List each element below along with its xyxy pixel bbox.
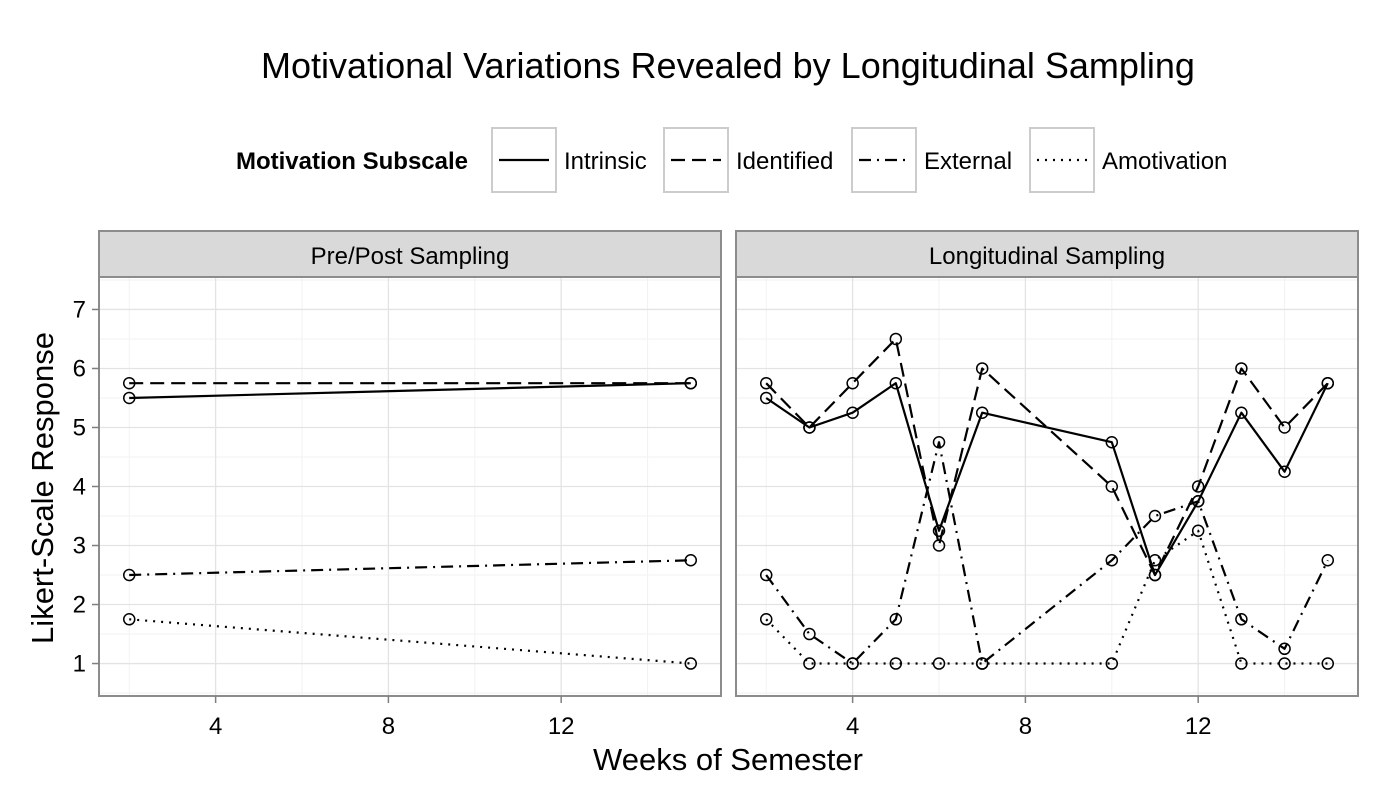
- point-amotivation: [1191, 524, 1205, 538]
- series-line-amotivation: [129, 618, 691, 665]
- x-tick-label: 8: [1019, 713, 1032, 740]
- point-identified: [759, 376, 773, 390]
- point-amotivation: [932, 657, 946, 670]
- point-intrinsic: [975, 406, 989, 419]
- point-identified: [1148, 568, 1162, 582]
- point-identified: [1278, 421, 1291, 434]
- series-line-external: [765, 441, 1329, 665]
- series-line-intrinsic: [129, 382, 691, 400]
- point-identified: [1191, 480, 1205, 493]
- chart-title: Motivational Variations Revealed by Long…: [261, 45, 1195, 86]
- point-amotivation: [889, 657, 903, 670]
- y-tick-label: 2: [73, 592, 86, 619]
- y-tick-label: 4: [73, 474, 86, 501]
- legend-label-identified: Identified: [736, 148, 833, 175]
- point-amotivation: [1148, 554, 1162, 567]
- point-external: [1105, 554, 1119, 567]
- point-external: [1191, 495, 1205, 508]
- panel-border: [735, 276, 1359, 697]
- point-amotivation: [759, 613, 773, 626]
- point-identified: [1105, 480, 1119, 493]
- legend-title: Motivation Subscale: [236, 148, 468, 175]
- point-intrinsic: [846, 406, 859, 419]
- panel-longitudinal-sampling: Longitudinal Sampling 4 8 12: [735, 230, 1359, 740]
- x-tick-label: 4: [209, 713, 222, 740]
- panel-strip: [735, 230, 1359, 278]
- point-identified: [803, 421, 816, 434]
- legend: Motivation Subscale Intrinsic Identified E…: [236, 127, 1227, 193]
- y-tick-label: 7: [73, 296, 86, 323]
- point-identified: [122, 376, 136, 390]
- point-identified: [684, 376, 698, 390]
- point-intrinsic: [1105, 435, 1119, 449]
- x-axis-label: Weeks of Semester: [593, 742, 863, 777]
- point-amotivation: [684, 657, 698, 670]
- point-amotivation: [1235, 657, 1248, 670]
- panel-title: Pre/Post Sampling: [311, 243, 510, 270]
- y-tick-label: 6: [73, 355, 86, 382]
- point-identified: [1235, 362, 1248, 375]
- point-identified: [889, 332, 903, 346]
- point-intrinsic: [932, 524, 946, 538]
- y-tick-label: 1: [73, 651, 86, 678]
- point-external: [122, 568, 136, 582]
- x-tick-label: 4: [846, 713, 859, 740]
- point-intrinsic: [1278, 465, 1291, 478]
- point-external: [1321, 554, 1335, 567]
- series-line-external: [129, 559, 691, 577]
- series-line-intrinsic: [765, 382, 1329, 577]
- point-external: [932, 435, 946, 449]
- point-identified: [1321, 376, 1335, 390]
- legend-label-intrinsic: Intrinsic: [564, 148, 647, 175]
- panel-title: Longitudinal Sampling: [929, 243, 1165, 270]
- x-tick-label: 8: [382, 713, 395, 740]
- point-intrinsic: [889, 376, 903, 390]
- point-intrinsic: [759, 391, 773, 405]
- point-amotivation: [803, 657, 816, 670]
- point-amotivation: [1278, 657, 1291, 670]
- point-external: [803, 627, 816, 641]
- legend-label-amotivation: Amotivation: [1102, 148, 1227, 175]
- point-identified: [932, 539, 946, 552]
- series-line-amotivation: [765, 529, 1328, 665]
- point-amotivation: [1321, 657, 1335, 670]
- point-external: [1278, 642, 1291, 656]
- x-tick-label: 12: [1185, 713, 1212, 740]
- point-external: [1235, 613, 1248, 626]
- y-tick-label: 3: [73, 533, 86, 560]
- point-external: [889, 613, 903, 626]
- legend-label-external: External: [924, 148, 1012, 175]
- point-external: [759, 568, 773, 582]
- y-tick-label: 5: [73, 414, 86, 441]
- series-line-identified: [765, 337, 1329, 577]
- point-external: [1148, 509, 1162, 523]
- panel-strip: [98, 230, 722, 278]
- point-identified: [846, 376, 859, 390]
- point-external: [684, 554, 698, 567]
- y-axis-label: Likert-Scale Response: [25, 332, 60, 644]
- point-intrinsic: [122, 391, 136, 405]
- point-identified: [975, 362, 989, 375]
- point-intrinsic: [1235, 406, 1248, 419]
- point-amotivation: [975, 657, 989, 670]
- point-amotivation: [1105, 657, 1119, 670]
- point-amotivation: [846, 657, 859, 670]
- point-amotivation: [122, 613, 136, 626]
- x-tick-label: 12: [548, 713, 575, 740]
